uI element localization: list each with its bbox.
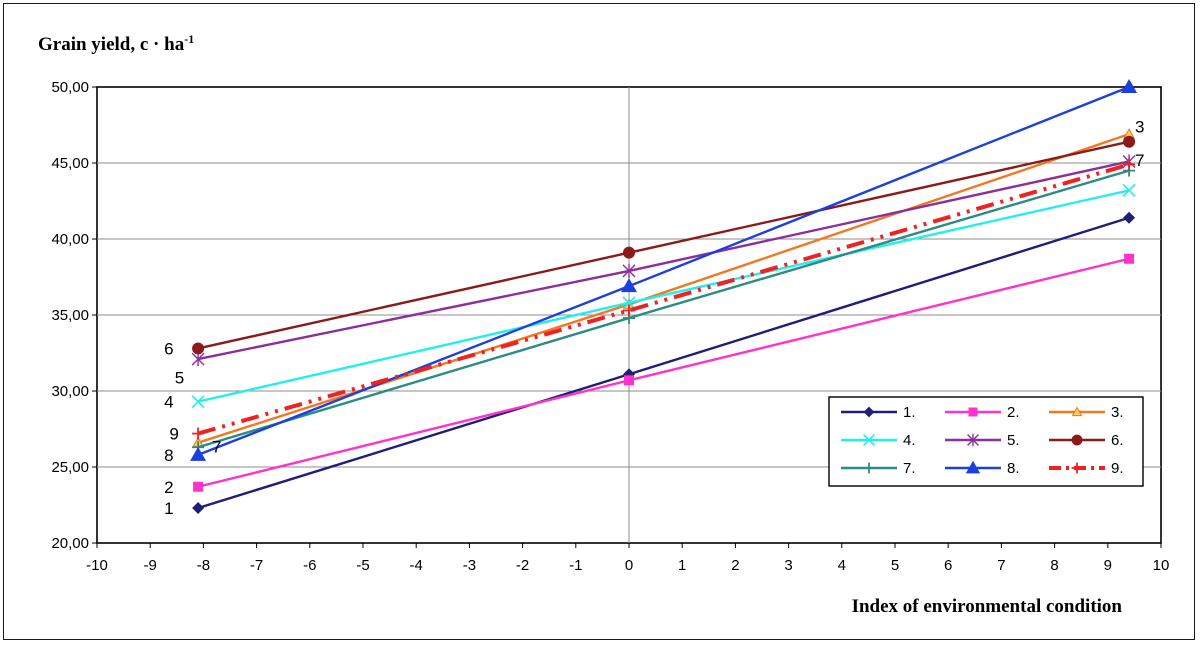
- data-point-series-1: [192, 502, 205, 515]
- x-tick-label: 2: [731, 557, 739, 574]
- series-label-4: 4: [164, 393, 173, 412]
- data-point-series-1: [1123, 211, 1136, 224]
- x-tick-label: -10: [86, 557, 108, 574]
- x-tick-label: -5: [356, 557, 369, 574]
- legend-label-8: 8.: [1007, 460, 1020, 477]
- x-tick-label: -3: [463, 557, 476, 574]
- legend-label-1: 1.: [903, 404, 916, 421]
- series-label-5: 5: [175, 368, 184, 387]
- x-tick-label: 4: [838, 557, 846, 574]
- x-tick-label: 8: [1050, 557, 1058, 574]
- series-label-2: 2: [164, 478, 173, 497]
- data-point-series-9: [623, 304, 635, 317]
- legend-box: [828, 396, 1144, 487]
- series-label-9: 9: [169, 425, 178, 444]
- series-line-9: [197, 162, 1130, 436]
- series-end-label-3: 3: [1135, 118, 1144, 137]
- x-tick-label: 6: [944, 557, 952, 574]
- data-point-series-6: [623, 246, 635, 259]
- legend-marker-3: [1071, 406, 1083, 417]
- data-point-series-4: [191, 395, 205, 409]
- legend-marker-9: [1071, 462, 1083, 474]
- legend-marker-1: [863, 406, 875, 418]
- legend-label-2: 2.: [1007, 404, 1020, 421]
- legend-label-4: 4.: [903, 432, 916, 449]
- y-tick-label: 50,00: [51, 79, 89, 96]
- data-point-series-6: [1123, 135, 1136, 148]
- data-point-series-2: [624, 375, 634, 386]
- legend-label-5: 5.: [1007, 432, 1020, 449]
- x-tick-label: 10: [1153, 557, 1170, 574]
- x-tick-label: 0: [625, 557, 633, 574]
- y-tick-label: 25,00: [51, 459, 89, 476]
- data-point-series-8: [190, 446, 207, 461]
- data-point-series-9: [1123, 158, 1136, 171]
- series-label-6: 6: [164, 339, 173, 358]
- legend-label-6: 6.: [1111, 432, 1124, 449]
- y-tick-label: 35,00: [51, 307, 89, 324]
- series-label-7: 7: [212, 437, 221, 456]
- x-tick-label: 9: [1104, 557, 1112, 574]
- y-axis-title-superscript: -1: [184, 32, 194, 46]
- series-label-8: 8: [164, 446, 173, 465]
- legend-marker-2: [968, 407, 978, 417]
- data-point-series-8: [621, 278, 637, 293]
- legend-marker-8: [965, 460, 981, 474]
- legend-label-3: 3.: [1111, 404, 1124, 421]
- x-tick-label: -2: [516, 557, 529, 574]
- x-tick-label: -8: [197, 557, 210, 574]
- data-point-series-4: [622, 296, 636, 310]
- y-tick-label: 30,00: [51, 383, 89, 400]
- data-point-series-9: [192, 427, 205, 440]
- x-tick-label: -4: [410, 557, 423, 574]
- x-axis-title: Index of environmental condition: [852, 596, 1123, 617]
- legend-marker-5: [967, 433, 979, 447]
- legend-marker-4: [863, 434, 875, 446]
- data-point-series-2: [193, 481, 204, 492]
- y-tick-label: 45,00: [51, 155, 89, 172]
- y-axis-title: Grain yield, c · ha-1: [38, 32, 194, 55]
- x-tick-label: -1: [569, 557, 582, 574]
- y-tick-label: 20,00: [51, 535, 89, 552]
- x-tick-label: 5: [891, 557, 899, 574]
- legend-marker-7: [863, 462, 875, 474]
- y-axis-title-main: Grain yield, c · ha: [38, 34, 185, 55]
- y-tick-label: 40,00: [51, 231, 89, 248]
- legend-marker-6: [1071, 434, 1083, 446]
- series-label-1: 1: [164, 499, 173, 518]
- x-tick-label: -9: [144, 557, 157, 574]
- legend-label-7: 7.: [903, 460, 916, 477]
- data-point-series-4: [1122, 183, 1136, 197]
- legend-label-9: 9.: [1111, 460, 1124, 477]
- x-tick-label: 3: [784, 557, 792, 574]
- series-end-label-7: 7: [1135, 151, 1144, 170]
- data-point-series-8: [1121, 79, 1138, 93]
- x-tick-label: 1: [678, 557, 686, 574]
- data-point-series-6: [192, 342, 205, 355]
- x-tick-label: 7: [997, 557, 1005, 574]
- x-tick-label: -7: [250, 557, 263, 574]
- x-tick-label: -6: [303, 557, 316, 574]
- data-point-series-5: [622, 263, 636, 278]
- data-point-series-2: [1124, 253, 1135, 264]
